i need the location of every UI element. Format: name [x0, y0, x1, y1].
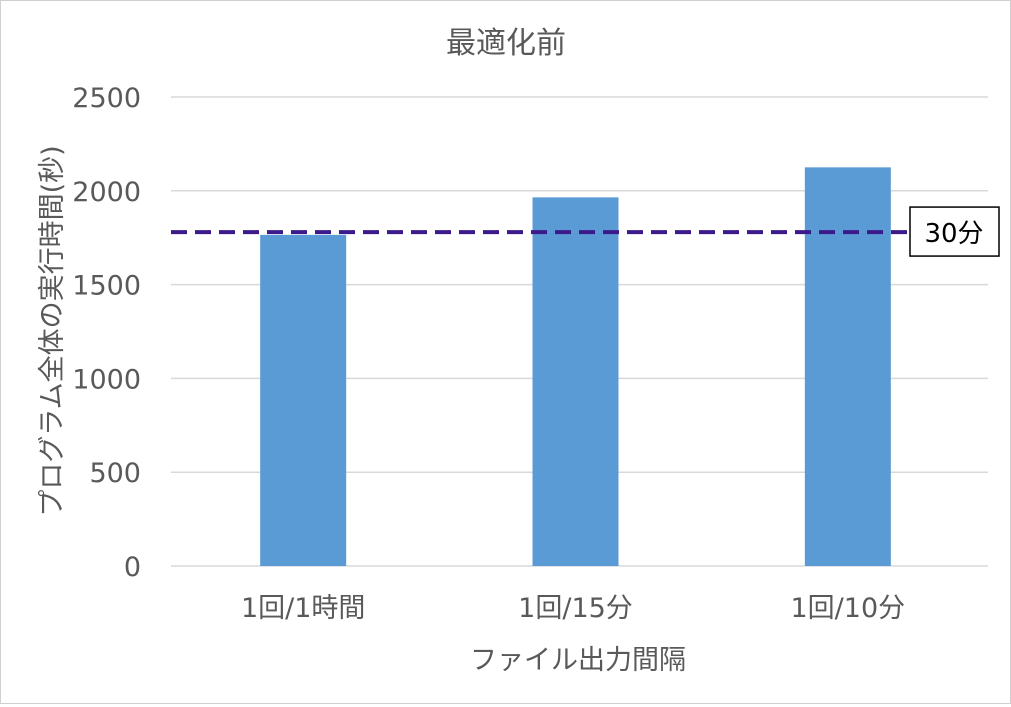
x-tick-label: 1回/10分 [791, 593, 906, 624]
y-tick-label: 1500 [72, 271, 141, 302]
bar [260, 234, 347, 567]
reference-line-group: 30分 [171, 206, 1000, 257]
x-axis-ticks: 1回/1時間 1回/15分 1回/10分 [241, 593, 905, 624]
bar [532, 197, 619, 566]
y-tick-label: 1000 [72, 364, 141, 395]
x-tick-label: 1回/1時間 [241, 593, 365, 624]
reference-label-box [909, 206, 1000, 257]
y-tick-label: 2000 [72, 177, 141, 208]
y-axis-label: プログラム全体の実行時間(秒) [37, 145, 68, 516]
reference-label: 30分 [924, 219, 983, 249]
x-axis-label: ファイル出力間隔 [470, 645, 686, 676]
bars [260, 167, 891, 567]
bar [804, 167, 891, 566]
y-tick-label: 0 [124, 552, 141, 583]
y-axis-ticks: 0 500 1000 1500 2000 2500 [72, 83, 141, 583]
y-tick-label: 500 [89, 458, 141, 489]
y-tick-label: 2500 [72, 83, 141, 114]
x-tick-label: 1回/15分 [518, 593, 633, 624]
chart-title: 最適化前 [446, 26, 566, 61]
